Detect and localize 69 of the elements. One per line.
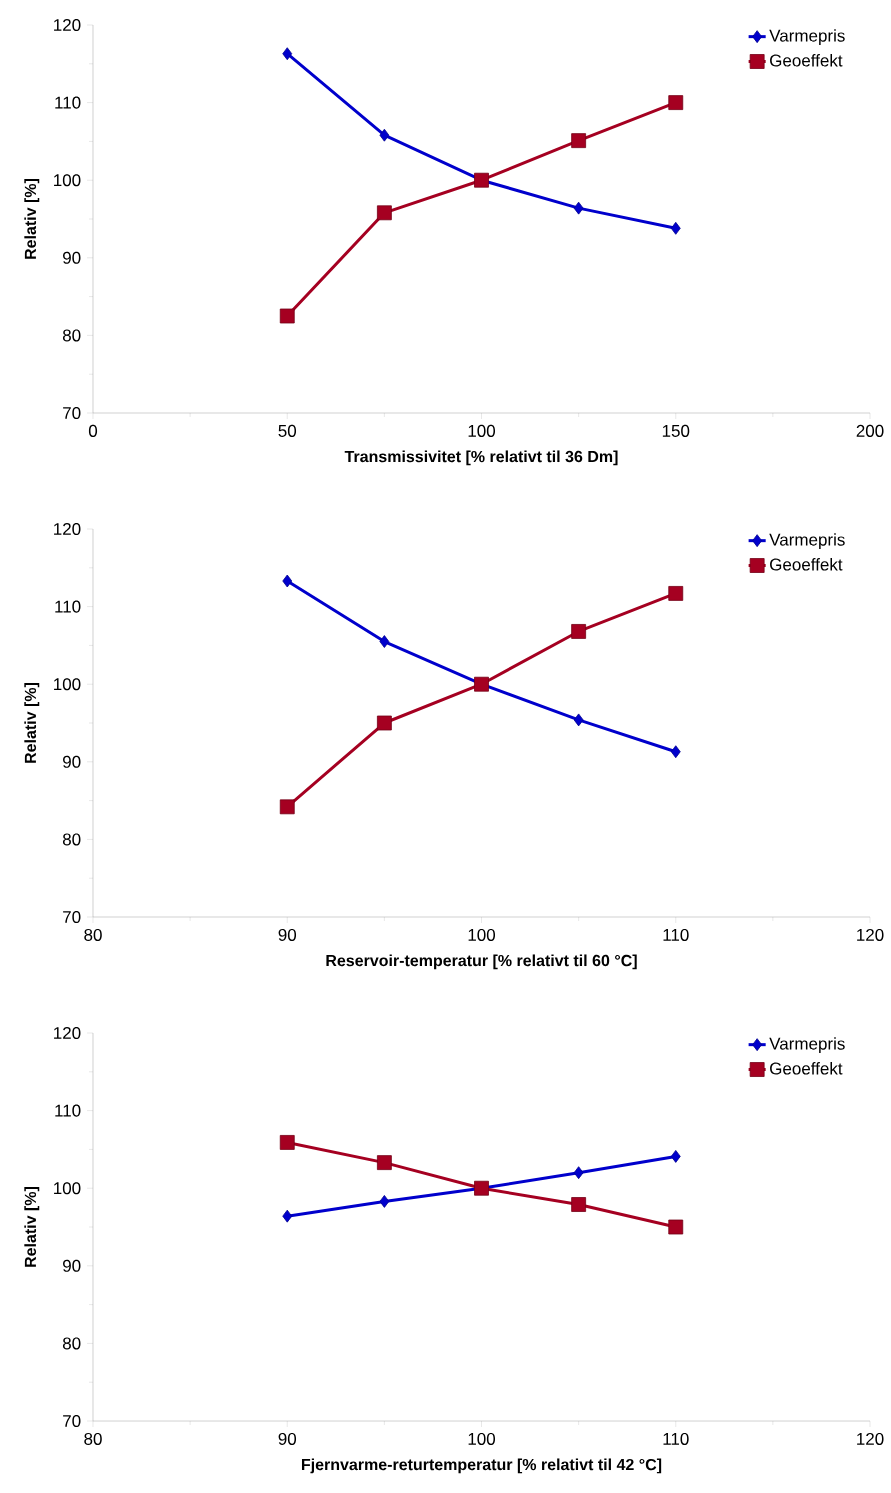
point — [573, 1166, 584, 1180]
point — [668, 1219, 684, 1235]
point — [376, 715, 392, 731]
point — [376, 1155, 392, 1171]
y-axis-title: Relativ [%] — [24, 683, 40, 763]
y-tick-label: 80 — [62, 833, 81, 846]
x-tick-label: 90 — [278, 1432, 297, 1445]
legend-label: Varmepris — [769, 29, 845, 46]
y-axis-title: Relativ [%] — [24, 1187, 40, 1267]
x-axis-title: Transmissivitet [% relativt til 36 Dm] — [344, 450, 618, 466]
x-tick-label: 110 — [663, 928, 689, 941]
x-tick-label: 120 — [857, 928, 884, 941]
point — [376, 205, 392, 221]
point — [573, 713, 584, 727]
legend-label: Varmepris — [769, 1037, 845, 1054]
y-tick-label: 90 — [63, 1259, 81, 1272]
point — [282, 47, 293, 61]
x-axis-title: Reservoir-temperatur [% relativt til 60 °C] — [326, 954, 637, 970]
point — [379, 635, 390, 648]
x-tick-label: 200 — [856, 424, 884, 437]
x-tick-label: 100 — [468, 928, 496, 941]
point — [379, 128, 390, 142]
y-tick-label: 70 — [63, 406, 81, 420]
point — [668, 586, 684, 601]
y-tick-label: 80 — [62, 329, 81, 342]
point — [573, 201, 584, 215]
y-tick-label: 110 — [55, 1104, 81, 1117]
x-axis-title: Fjernvarme-returtemperatur [% relativt til 42 °C] — [301, 1458, 662, 1474]
point — [379, 1195, 390, 1208]
point — [571, 133, 587, 149]
point — [279, 308, 295, 324]
point — [670, 745, 681, 759]
x-tick-label: 50 — [278, 424, 297, 437]
y-tick-label: 120 — [54, 522, 81, 536]
y-tick-label: 80 — [62, 1337, 81, 1350]
y-tick-label: 100 — [54, 174, 81, 187]
point — [282, 1209, 293, 1223]
x-tick-label: 100 — [468, 1432, 496, 1445]
legend-label: Geoeffekt — [770, 558, 843, 571]
point — [668, 95, 684, 110]
y-tick-label: 120 — [54, 18, 81, 32]
point — [279, 799, 295, 815]
y-tick-label: 90 — [63, 251, 81, 264]
x-tick-label: 150 — [662, 424, 690, 437]
legend-label: Geoeffekt — [770, 54, 843, 67]
point — [279, 1135, 295, 1150]
x-tick-label: 80 — [84, 1432, 102, 1445]
point — [571, 1197, 587, 1212]
y-tick-label: 90 — [63, 755, 81, 768]
y-tick-label: 70 — [63, 910, 81, 924]
y-tick-label: 100 — [54, 1182, 81, 1195]
point — [282, 574, 293, 588]
legend-label: Geoeffekt — [770, 1062, 843, 1075]
x-tick-label: 90 — [278, 928, 297, 941]
y-axis-title: Relativ [%] — [24, 179, 40, 259]
y-tick-label: 120 — [54, 1027, 81, 1040]
x-tick-label: 0 — [88, 424, 98, 437]
y-tick-label: 100 — [54, 678, 81, 691]
x-tick-label: 120 — [857, 1432, 884, 1445]
x-tick-label: 110 — [663, 1432, 689, 1445]
x-tick-label: 100 — [468, 424, 496, 437]
y-tick-label: 70 — [63, 1415, 81, 1428]
point — [571, 624, 587, 639]
point — [670, 1150, 681, 1163]
y-tick-label: 110 — [55, 96, 81, 109]
y-tick-label: 110 — [55, 600, 81, 613]
point — [670, 221, 681, 235]
legend-label: Varmepris — [769, 533, 845, 550]
x-tick-label: 80 — [84, 928, 102, 941]
